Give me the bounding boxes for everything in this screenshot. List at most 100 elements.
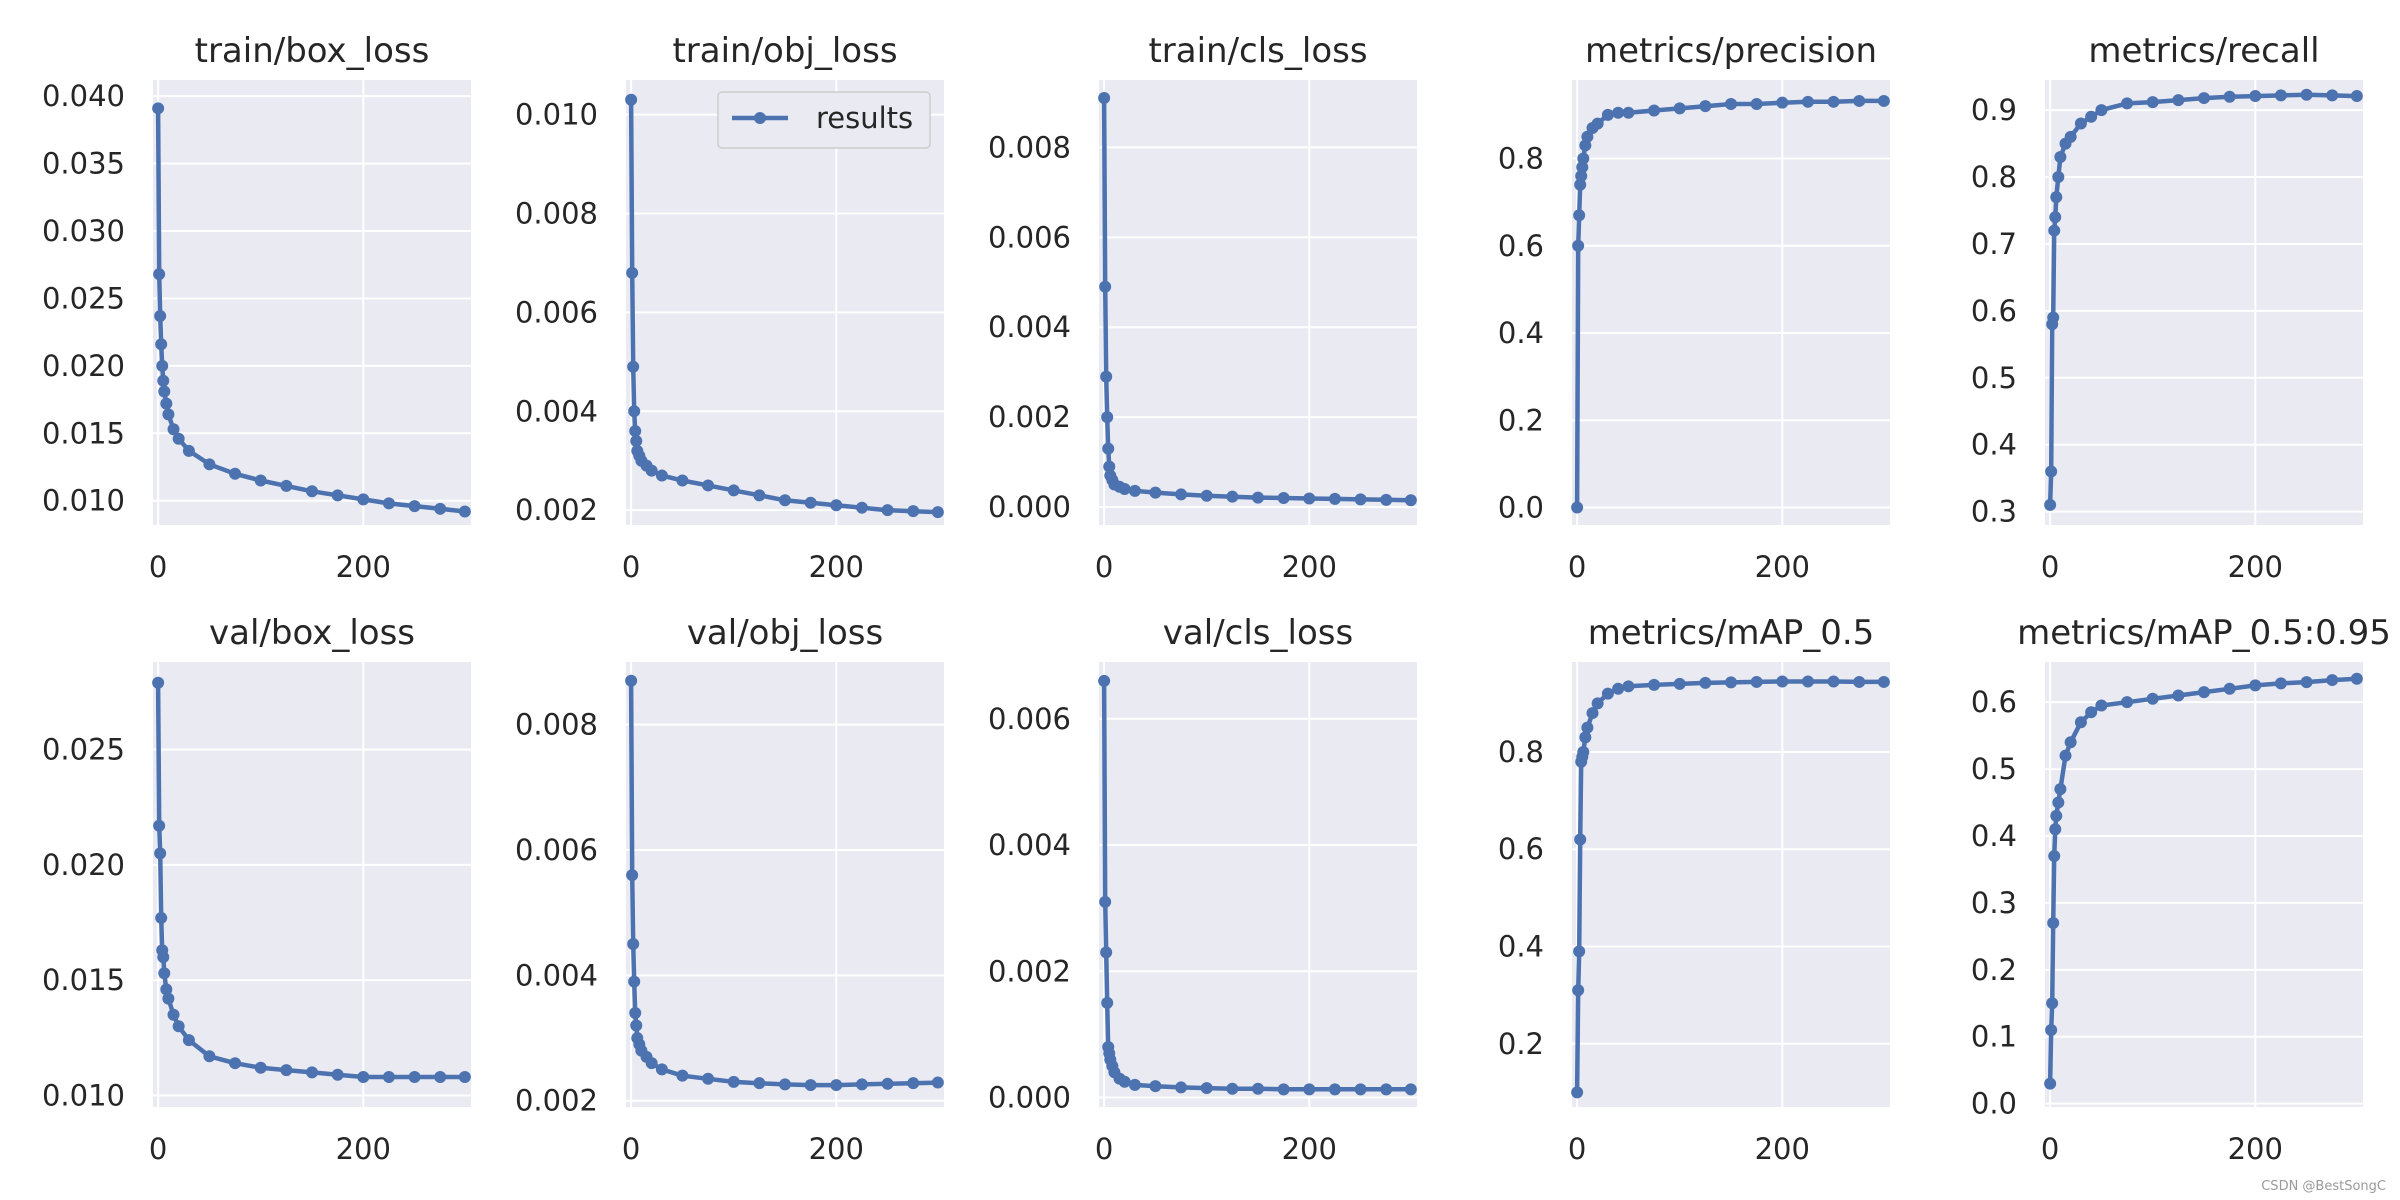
- data-point: [229, 467, 242, 480]
- y-tick-label: 0.5: [1971, 361, 2017, 395]
- data-point: [727, 1075, 740, 1088]
- y-tick-label: 0.010: [42, 484, 125, 518]
- data-point: [629, 425, 642, 438]
- y-tick-label: 0.4: [1498, 930, 1544, 964]
- data-point: [1128, 1078, 1141, 1091]
- x-tick-label: 200: [336, 1132, 391, 1166]
- y-tick-label: 0.004: [988, 828, 1071, 862]
- y-tick-label: 0.5: [1971, 752, 2017, 786]
- data-point: [2064, 736, 2077, 749]
- data-point: [907, 505, 920, 518]
- data-point: [753, 489, 766, 502]
- data-point: [153, 268, 166, 281]
- x-tick-label: 0: [1095, 550, 1113, 584]
- subplot-val-box-loss: 0.010 0.015 0.020 0.025 0 200 val/box_loss: [42, 613, 471, 1166]
- data-point: [434, 1071, 447, 1084]
- x-tick-label: 200: [1755, 550, 1810, 584]
- data-point: [1575, 169, 1588, 182]
- data-point: [1648, 104, 1661, 117]
- subplot-metrics-recall: 0.3 0.4 0.5 0.6 0.7 0.8 0.9 0 200 metrics/recall: [1971, 31, 2363, 584]
- data-point: [1099, 895, 1112, 908]
- x-tick-label: 0: [149, 1132, 167, 1166]
- data-point: [1354, 493, 1367, 506]
- subplot-title: val/obj_loss: [687, 613, 883, 653]
- data-point: [2274, 677, 2287, 690]
- data-point: [1102, 442, 1115, 455]
- data-point: [280, 1064, 293, 1077]
- data-point: [628, 405, 641, 418]
- y-tick-label: 0.7: [1971, 227, 2017, 261]
- data-point: [1699, 100, 1712, 113]
- data-point: [655, 469, 668, 482]
- data-point: [157, 951, 170, 964]
- data-point: [1581, 721, 1594, 734]
- plot-area: [626, 662, 944, 1107]
- x-tick-label: 200: [809, 550, 864, 584]
- data-point: [1200, 489, 1213, 502]
- data-point: [1099, 280, 1112, 293]
- data-point: [203, 458, 216, 471]
- data-point: [676, 474, 689, 487]
- data-point: [157, 374, 170, 387]
- y-tick-label: 0.0: [1971, 1087, 2017, 1121]
- x-tick-label: 200: [1755, 1132, 1810, 1166]
- plot-area: [626, 80, 944, 525]
- data-point: [1776, 675, 1789, 688]
- y-tick-label: 0.002: [988, 400, 1071, 434]
- y-tick-label: 0.4: [1971, 819, 2017, 853]
- x-tick-label: 200: [809, 1132, 864, 1166]
- data-point: [626, 266, 639, 279]
- data-point: [1673, 677, 1686, 690]
- subplot-title: metrics/recall: [2088, 31, 2319, 71]
- data-point: [1581, 130, 1594, 143]
- data-point: [627, 360, 640, 373]
- data-point: [160, 397, 173, 410]
- data-point: [1574, 178, 1587, 191]
- plot-area: [153, 80, 471, 525]
- data-point: [1601, 108, 1614, 121]
- data-point: [2095, 104, 2108, 117]
- y-tick-label: 0.000: [988, 490, 1071, 524]
- data-point: [1571, 501, 1584, 514]
- y-tick-label: 0.006: [515, 833, 598, 867]
- data-point: [727, 484, 740, 497]
- data-point: [1252, 1082, 1264, 1095]
- y-tick-label: 0.008: [988, 130, 1071, 164]
- data-point: [2249, 90, 2262, 103]
- subplot-metrics-map-0-5: 0.2 0.4 0.6 0.8 0 200 metrics/mAP_0.5: [1498, 613, 1890, 1166]
- y-tick-label: 0.6: [1971, 685, 2017, 719]
- data-point: [2198, 92, 2210, 105]
- data-point: [1380, 493, 1393, 506]
- data-point: [1573, 945, 1586, 958]
- data-point: [627, 938, 640, 951]
- data-point: [1574, 833, 1587, 846]
- y-tick-label: 0.2: [1498, 403, 1544, 437]
- data-point: [1648, 678, 1661, 691]
- data-point: [1252, 491, 1264, 504]
- data-point: [2172, 94, 2185, 107]
- legend-label: results: [816, 101, 913, 135]
- y-tick-label: 0.008: [515, 708, 598, 742]
- data-point: [907, 1077, 920, 1090]
- data-point: [408, 1071, 421, 1084]
- y-tick-label: 0.030: [42, 214, 125, 248]
- y-tick-label: 0.4: [1498, 316, 1544, 350]
- data-point: [1226, 490, 1239, 503]
- data-point: [458, 505, 471, 518]
- data-point: [1750, 97, 1763, 110]
- data-point: [645, 464, 658, 477]
- data-point: [1101, 996, 1114, 1009]
- y-tick-label: 0.010: [42, 1078, 125, 1112]
- plot-area: [1572, 80, 1890, 525]
- data-point: [2085, 110, 2098, 123]
- y-tick-label: 0.004: [515, 958, 598, 992]
- data-point: [2146, 692, 2159, 705]
- data-point: [1827, 95, 1840, 108]
- subplot-title: val/box_loss: [209, 613, 415, 653]
- data-point: [2300, 676, 2313, 689]
- data-point: [1612, 106, 1625, 119]
- data-point: [931, 1076, 944, 1089]
- data-point: [702, 479, 715, 492]
- data-point: [1149, 1080, 1162, 1093]
- data-point: [2050, 809, 2063, 822]
